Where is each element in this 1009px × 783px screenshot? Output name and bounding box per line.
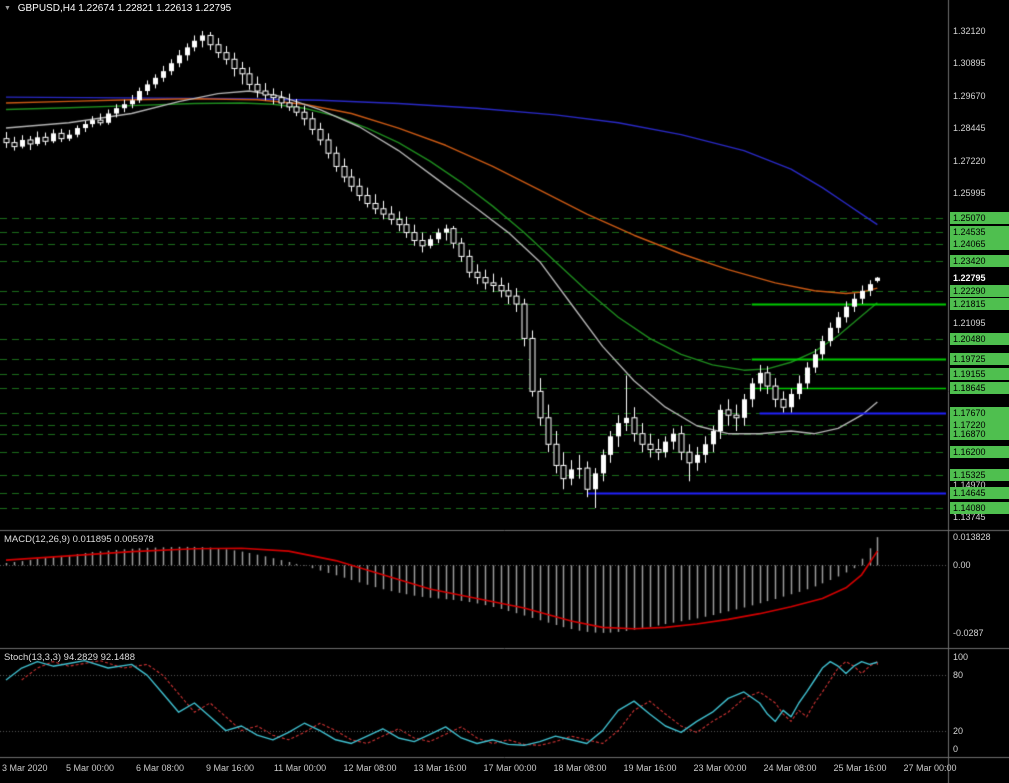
level-price-label: 1.14645 xyxy=(950,487,1009,500)
level-price-label: 1.16870 xyxy=(950,428,1009,441)
time-axis-label: 12 Mar 08:00 xyxy=(343,763,397,773)
price-tick-label: 1.28445 xyxy=(953,123,986,134)
level-price-label: 1.22290 xyxy=(950,285,1009,298)
time-axis-label: 9 Mar 16:00 xyxy=(205,763,255,773)
time-axis-label: 3 Mar 2020 xyxy=(2,763,48,773)
symbol-ohlc: 1.22674 1.22821 1.22613 1.22795 xyxy=(78,3,232,14)
level-price-label: 1.18645 xyxy=(950,381,1009,394)
time-axis-label: 13 Mar 16:00 xyxy=(413,763,467,773)
price-tick-label: 1.30895 xyxy=(953,58,986,69)
level-price-label: 1.25070 xyxy=(950,211,1009,224)
time-axis-label: 17 Mar 00:00 xyxy=(483,763,537,773)
stoch-axis-label: 0 xyxy=(953,744,959,754)
level-price-label: 1.19725 xyxy=(950,352,1009,365)
macd-axis-label: -0.0287 xyxy=(953,628,984,639)
macd-axis-label: 0.013828 xyxy=(953,532,991,542)
current-price-label: 1.22795 xyxy=(950,271,1009,284)
price-tick-label: 1.14970 xyxy=(953,479,986,490)
time-axis-label: 24 Mar 08:00 xyxy=(763,763,817,773)
time-axis-label: 25 Mar 16:00 xyxy=(833,763,887,773)
stoch-axis-label: 100 xyxy=(953,652,969,662)
symbol-title: GBPUSD,H4 xyxy=(17,3,76,14)
time-axis-label: 11 Mar 00:00 xyxy=(273,763,327,773)
level-price-label: 1.15325 xyxy=(950,469,1009,482)
level-price-label: 1.24535 xyxy=(950,225,1009,238)
price-tick-label: 1.13745 xyxy=(953,512,986,523)
price-tick-label: 1.25995 xyxy=(953,188,986,199)
price-tick-label: 1.27220 xyxy=(953,155,986,166)
level-price-label: 1.21815 xyxy=(950,297,1009,310)
level-price-label: 1.19155 xyxy=(950,368,1009,381)
macd-label: MACD(12,26,9) 0.011895 0.005978 xyxy=(4,534,154,545)
time-axis-label: 6 Mar 08:00 xyxy=(135,763,185,773)
level-price-label: 1.24065 xyxy=(950,238,1009,251)
price-tick-label: 1.21095 xyxy=(953,317,986,328)
stoch-label: Stoch(13,3,3) 94.2829 92.1488 xyxy=(4,652,135,663)
price-tick-label: 1.32120 xyxy=(953,25,986,36)
time-axis-label: 5 Mar 00:00 xyxy=(65,763,115,773)
level-price-label: 1.17670 xyxy=(950,407,1009,420)
level-price-label: 1.23420 xyxy=(950,255,1009,268)
time-axis-label: 19 Mar 16:00 xyxy=(623,763,677,773)
level-price-label: 1.14080 xyxy=(950,502,1009,515)
level-price-label: 1.20480 xyxy=(950,332,1009,345)
macd-axis-label: 0.00 xyxy=(953,560,971,571)
time-axis-label: 27 Mar 00:00 xyxy=(903,763,957,773)
price-tick-label: 1.29670 xyxy=(953,90,986,101)
stoch-axis-label: 20 xyxy=(953,725,964,736)
chart-menu-icon[interactable]: ▼ xyxy=(4,5,11,12)
level-price-label: 1.16200 xyxy=(950,446,1009,459)
symbol-info: ▼ GBPUSD,H4 1.22674 1.22821 1.22613 1.22… xyxy=(4,3,231,14)
stoch-axis-label: 80 xyxy=(953,670,964,681)
level-price-label: 1.17220 xyxy=(950,419,1009,432)
time-axis-label: 18 Mar 08:00 xyxy=(553,763,607,773)
time-axis-label: 23 Mar 00:00 xyxy=(693,763,747,773)
